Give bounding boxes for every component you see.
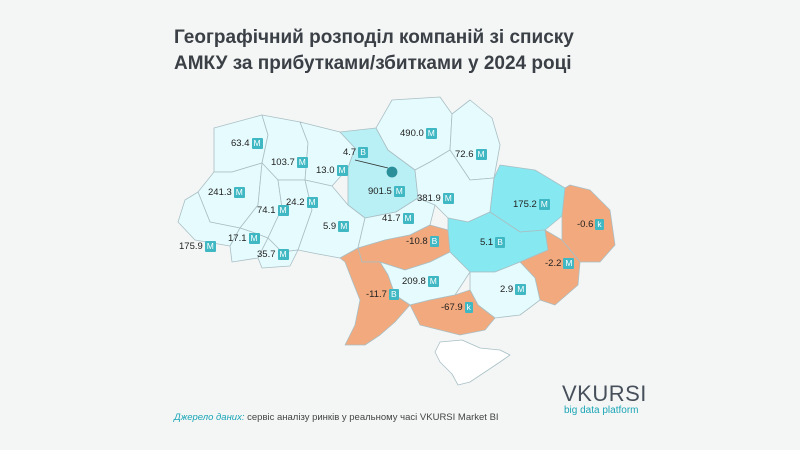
value-poltava: 381.9: [417, 193, 441, 204]
unit-odesa: B: [388, 289, 399, 300]
unit-kharkiv: M: [538, 199, 550, 210]
unit-kirovohrad: B: [429, 236, 440, 247]
unit-lviv: M: [233, 187, 245, 198]
value-luhansk: -0.6: [577, 219, 594, 230]
unit-cherkasy: M: [402, 213, 414, 224]
label-vinnytsia: 5.9 M: [323, 221, 350, 232]
region-kherson: [409, 289, 496, 336]
label-khmelnytskyi: 24.2 M: [286, 197, 318, 208]
value-zhytomyr: 13.0: [316, 165, 335, 176]
unit-volyn: M: [251, 138, 263, 149]
label-ivano-frankivsk: 17.1 M: [228, 233, 260, 244]
unit-kherson: k: [464, 302, 473, 313]
value-khmelnytskyi: 24.2: [286, 197, 305, 208]
unit-zakarpattia: M: [204, 241, 216, 252]
value-donetsk: -2.2: [545, 258, 562, 269]
label-chernihiv: 490.0 M: [400, 128, 437, 139]
value-kherson: -67.9: [441, 302, 463, 313]
unit-rivne: M: [296, 157, 308, 168]
value-ivano-frankivsk: 17.1: [228, 233, 247, 244]
value-kyiv-city: 4.7: [343, 147, 357, 158]
value-vinnytsia: 5.9: [323, 221, 337, 232]
label-poltava: 381.9 M: [417, 193, 454, 204]
region-donetsk: [519, 229, 581, 306]
label-zhytomyr: 13.0 M: [316, 165, 348, 176]
title-line-1: Географічний розподіл компаній зі списку: [174, 27, 574, 48]
unit-kyiv-oblast: M: [393, 186, 405, 197]
value-sumy: 72.6: [455, 149, 474, 160]
value-zakarpattia: 175.9: [179, 241, 203, 252]
data-source-note: Джерело даних: сервіс аналізу ринків у р…: [174, 412, 499, 423]
label-kherson: -67.9 k: [441, 302, 473, 313]
unit-zhytomyr: M: [336, 165, 348, 176]
kyiv-leader-line: [354, 159, 389, 169]
value-volyn: 63.4: [231, 138, 250, 149]
unit-vinnytsia: M: [338, 221, 350, 232]
title-line-2: АМКУ за прибутками/збитками у 2024 році: [174, 53, 572, 74]
label-lviv: 241.3 M: [208, 187, 245, 198]
brand-name: VKURSI: [562, 381, 647, 406]
unit-khmelnytskyi: M: [306, 197, 318, 208]
label-ternopil: 74.1 M: [257, 205, 289, 216]
region-crimea: [434, 339, 511, 386]
source-label: Джерело даних:: [174, 412, 245, 423]
value-cherkasy: 41.7: [382, 213, 401, 224]
source-text: сервіс аналізу ринків у реальному часі V…: [244, 412, 499, 423]
label-kyiv-city: 4.7 B: [343, 147, 368, 158]
unit-chernivtsi: M: [277, 249, 289, 260]
unit-poltava: M: [442, 193, 454, 204]
unit-luhansk: k: [595, 219, 604, 230]
brand-tagline: big data platform: [564, 405, 639, 416]
label-dnipro: 5.1 B: [480, 237, 505, 248]
unit-ivano-frankivsk: M: [248, 233, 260, 244]
unit-chernihiv: M: [425, 128, 437, 139]
label-kyiv-oblast: 901.5 M: [368, 186, 405, 197]
value-mykolaiv: 209.8: [402, 276, 426, 287]
unit-kyiv-city: B: [358, 147, 368, 158]
label-sumy: 72.6 M: [455, 149, 487, 160]
region-odesa: [339, 247, 411, 346]
label-zakarpattia: 175.9 M: [179, 241, 216, 252]
unit-mykolaiv: M: [427, 276, 439, 287]
label-cherkasy: 41.7 M: [382, 213, 414, 224]
label-volyn: 63.4 M: [231, 138, 263, 149]
label-rivne: 103.7 M: [271, 157, 308, 168]
unit-zaporizhzhia: M: [515, 284, 527, 295]
label-mykolaiv: 209.8 M: [402, 276, 439, 287]
value-kyiv-oblast: 901.5: [368, 186, 392, 197]
label-donetsk: -2.2 M: [545, 258, 575, 269]
value-chernivtsi: 35.7: [257, 249, 276, 260]
region-kyiv-city: [386, 166, 398, 178]
label-zaporizhzhia: 2.9 M: [500, 284, 527, 295]
value-lviv: 241.3: [208, 187, 232, 198]
label-odesa: -11.7 B: [366, 289, 399, 300]
unit-sumy: M: [475, 149, 487, 160]
brand-logo: VKURSI big data platform: [562, 381, 647, 417]
unit-dnipro: B: [495, 237, 505, 248]
value-odesa: -11.7: [366, 289, 387, 300]
value-zaporizhzhia: 2.9: [500, 284, 514, 295]
value-kharkiv: 175.2: [513, 199, 537, 210]
value-ternopil: 74.1: [257, 205, 276, 216]
region-luhansk: [561, 184, 616, 263]
value-kirovohrad: -10.8: [406, 236, 428, 247]
unit-donetsk: M: [563, 258, 575, 269]
unit-ternopil: M: [277, 205, 289, 216]
label-kharkiv: 175.2 M: [513, 199, 550, 210]
map-title: Географічний розподіл компаній зі списку…: [174, 25, 634, 77]
label-kirovohrad: -10.8 B: [406, 236, 440, 247]
label-luhansk: -0.6 k: [577, 219, 604, 230]
value-rivne: 103.7: [271, 157, 295, 168]
value-chernihiv: 490.0: [400, 128, 424, 139]
value-dnipro: 5.1: [480, 237, 494, 248]
label-chernivtsi: 35.7 M: [257, 249, 289, 260]
